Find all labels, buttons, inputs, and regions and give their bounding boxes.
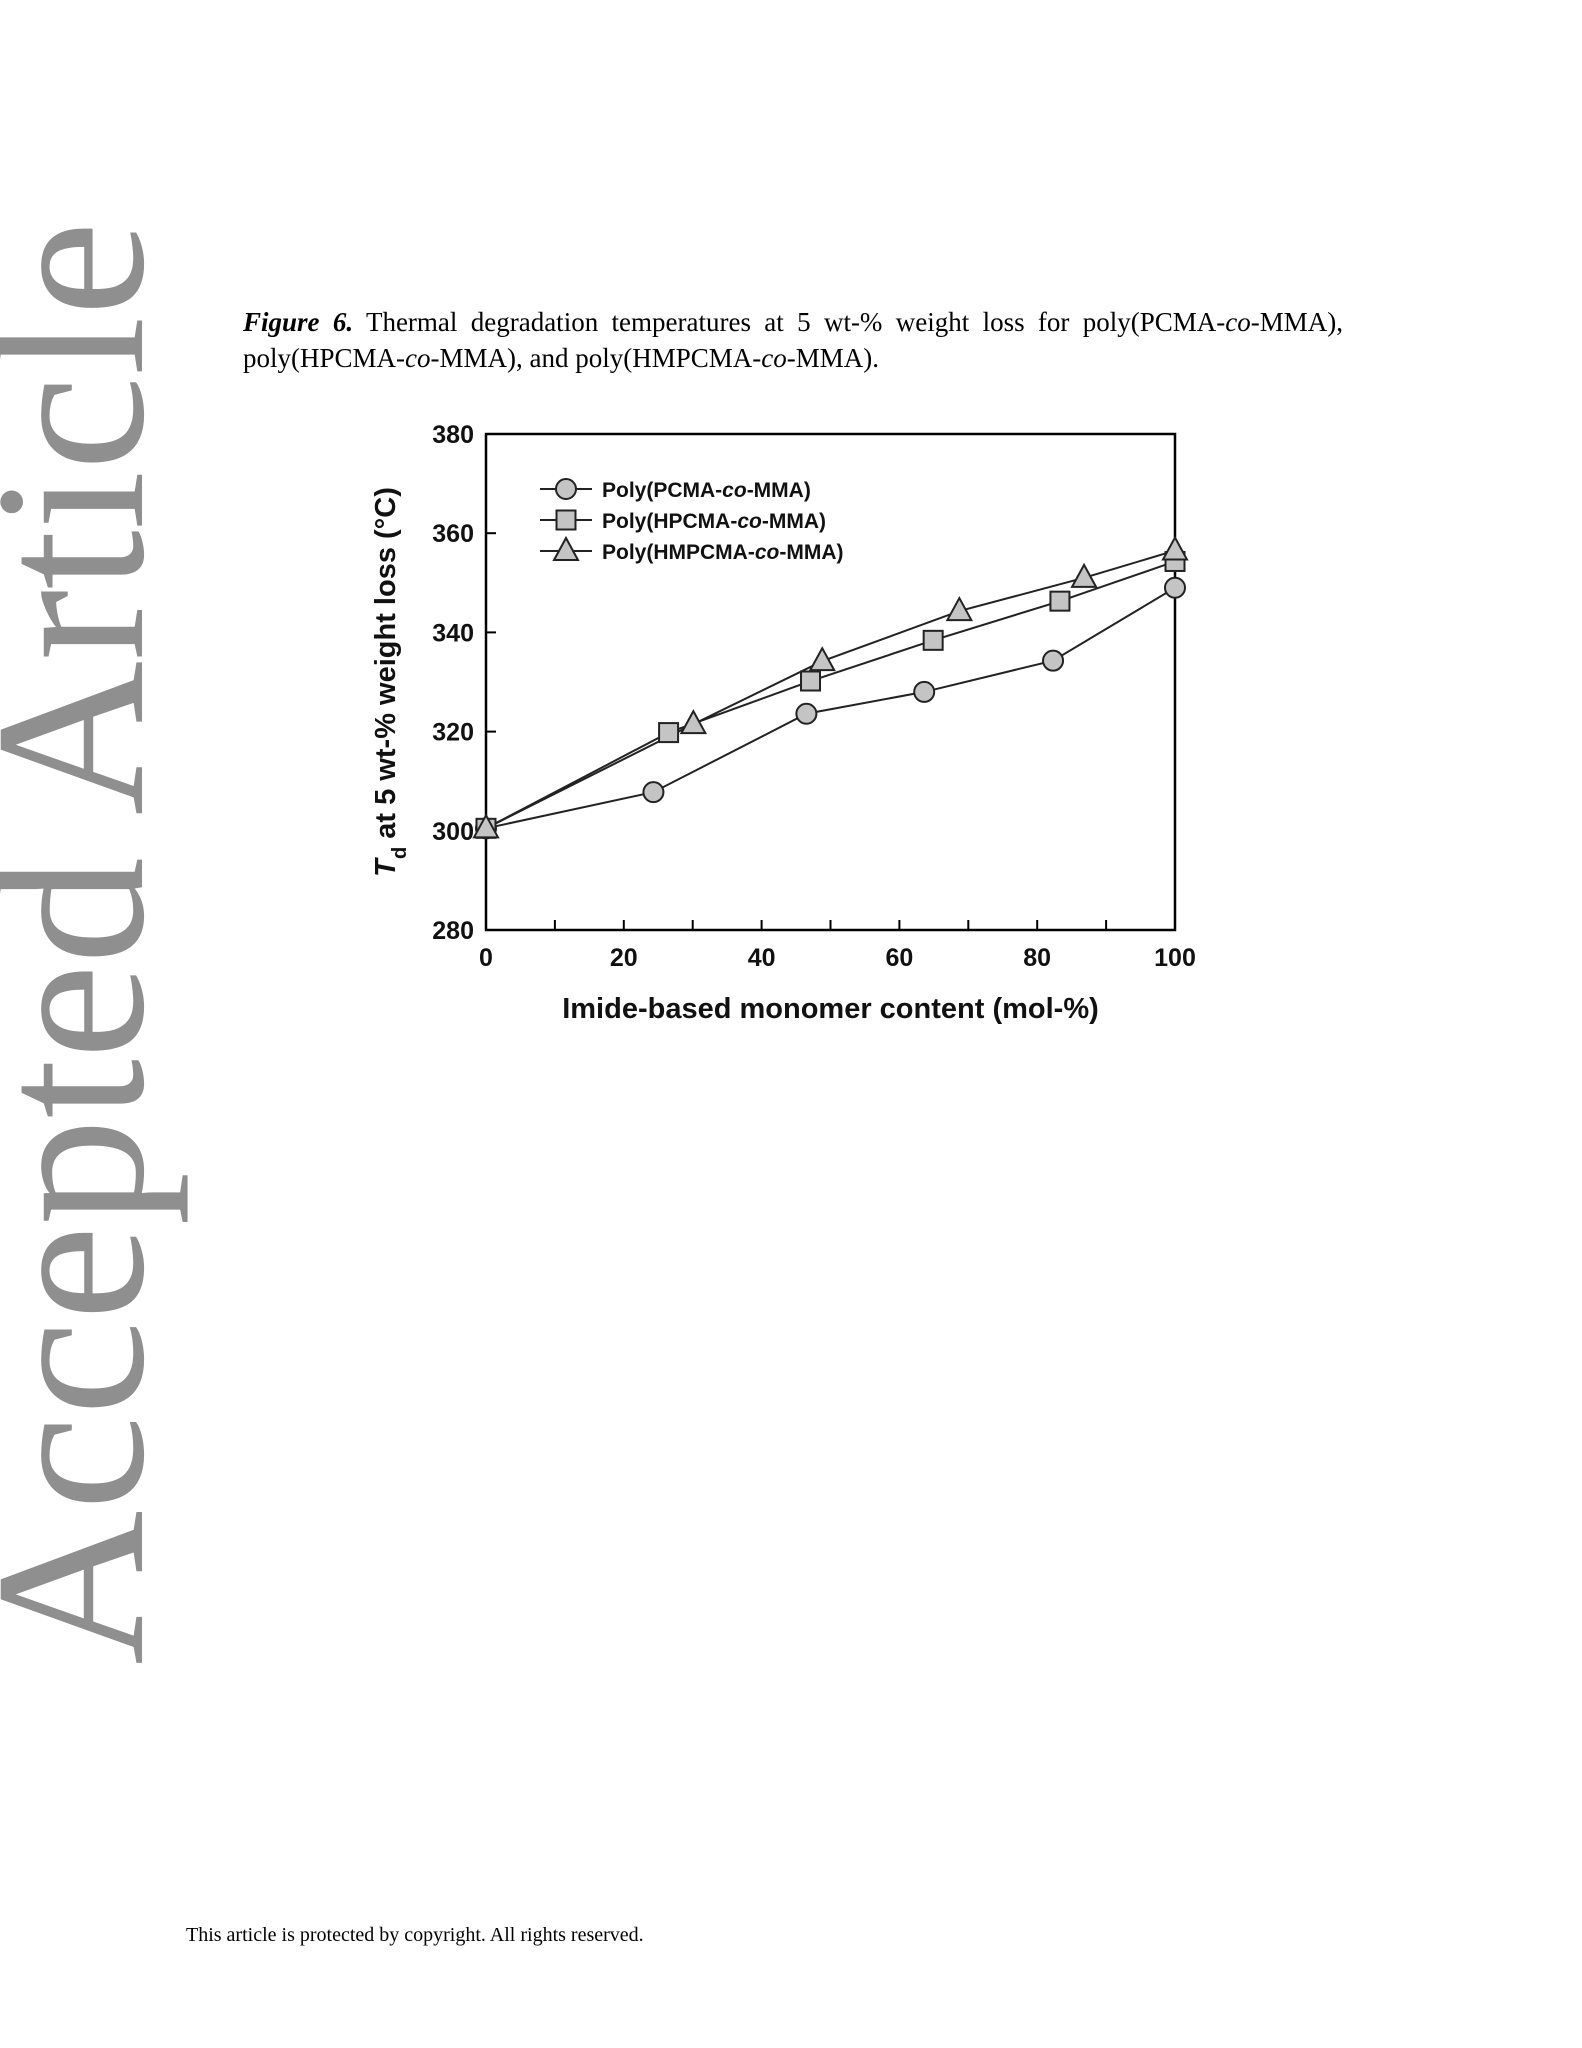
label-part: d [389, 847, 411, 859]
legend-label: Poly(PCMA-co-MMA) [602, 479, 811, 502]
data-point-square [658, 722, 680, 744]
label-part: co [737, 510, 762, 533]
label-part: Poly(HPCMA- [602, 510, 737, 533]
label-part: Poly(HMPCMA- [602, 541, 755, 564]
watermark-text: Accepted Article [0, 221, 189, 1665]
legend-label: Poly(HMPCMA-co-MMA) [602, 541, 843, 564]
data-point-triangle [1070, 562, 1098, 588]
label-part: at 5 wt-% weight loss (°C) [370, 487, 402, 847]
x-axis-label: Imide-based monomer content (mol-%) [562, 993, 1099, 1025]
caption-part: co [405, 343, 431, 373]
data-point-circle [913, 680, 936, 703]
plot-frame [484, 432, 1177, 932]
y-tick-label: 360 [432, 520, 474, 548]
x-tick-label: 40 [748, 944, 776, 972]
series-markers-circle [475, 576, 1186, 840]
series-square [485, 560, 1176, 830]
data-point-circle [642, 781, 665, 804]
caption-part: co [1225, 307, 1251, 337]
legend-marker-triangle [552, 535, 580, 561]
legend-entry: Poly(HPCMA-co-MMA) [540, 509, 826, 533]
series-markers-triangle [472, 535, 1189, 839]
caption-part: -MMA), poly(HPCMA- [243, 307, 1343, 373]
legend-label: Poly(HPCMA-co-MMA) [602, 510, 826, 533]
y-tick-label: 380 [432, 421, 474, 449]
x-tick-label: 20 [610, 944, 638, 972]
label-part: -MMA) [747, 479, 811, 502]
data-point-square [800, 670, 822, 692]
label-part: co [755, 541, 780, 564]
series-line [485, 586, 1176, 830]
figure-caption: Figure 6. Thermal degradation temperatur… [243, 304, 1343, 376]
legend-entry: Poly(PCMA-co-MMA) [540, 478, 811, 502]
x-tick-label: 0 [479, 944, 493, 972]
y-tick-label: 320 [432, 719, 474, 747]
series-line [485, 560, 1176, 830]
data-point-triangle [472, 813, 500, 839]
data-point-square [922, 629, 944, 651]
series-circle [485, 586, 1176, 830]
y-tick-label: 340 [432, 619, 474, 647]
data-point-circle [795, 702, 818, 725]
series-line [485, 549, 1176, 830]
label-part: -MMA) [762, 510, 826, 533]
series-triangle [485, 549, 1176, 830]
y-tick-label: 280 [432, 917, 474, 945]
label-part: T [370, 857, 402, 877]
label-part: -MMA) [779, 541, 843, 564]
label-part: co [722, 479, 747, 502]
label-part: Poly(PCMA- [602, 479, 722, 502]
caption-part: co [761, 343, 787, 373]
data-point-triangle [1161, 535, 1189, 561]
caption-part: Thermal degradation temperatures at 5 wt… [353, 307, 1226, 337]
data-point-circle [1164, 576, 1186, 599]
copyright-notice: This article is protected by copyright. … [186, 1924, 644, 1946]
data-point-triangle [679, 709, 708, 735]
x-tick-label: 80 [1023, 944, 1051, 972]
figure-label: Figure 6. [243, 307, 354, 337]
caption-part: -MMA). [786, 343, 879, 373]
x-tick-label: 100 [1154, 944, 1196, 972]
thermal-degradation-chart: 280 300 320 340 360 380 0 20 40 60 80 100 Imide-base… [370, 421, 1196, 1025]
data-point-triangle [808, 646, 836, 672]
legend-entry: Poly(HMPCMA-co-MMA) [540, 535, 843, 564]
data-point-circle [1042, 649, 1065, 672]
legend-marker-square [555, 509, 577, 531]
legend-marker-circle [555, 478, 577, 500]
y-tick-label: 300 [432, 818, 474, 846]
caption-part: -MMA), and poly(HMPCMA- [430, 343, 762, 373]
y-axis-label: Td at 5 wt-% weight loss (°C) [370, 487, 411, 877]
data-point-square [1049, 590, 1071, 612]
x-tick-label: 60 [885, 944, 913, 972]
caption-text: Thermal degradation temperatures at 5 wt… [243, 307, 1343, 373]
data-point-triangle [945, 595, 974, 622]
